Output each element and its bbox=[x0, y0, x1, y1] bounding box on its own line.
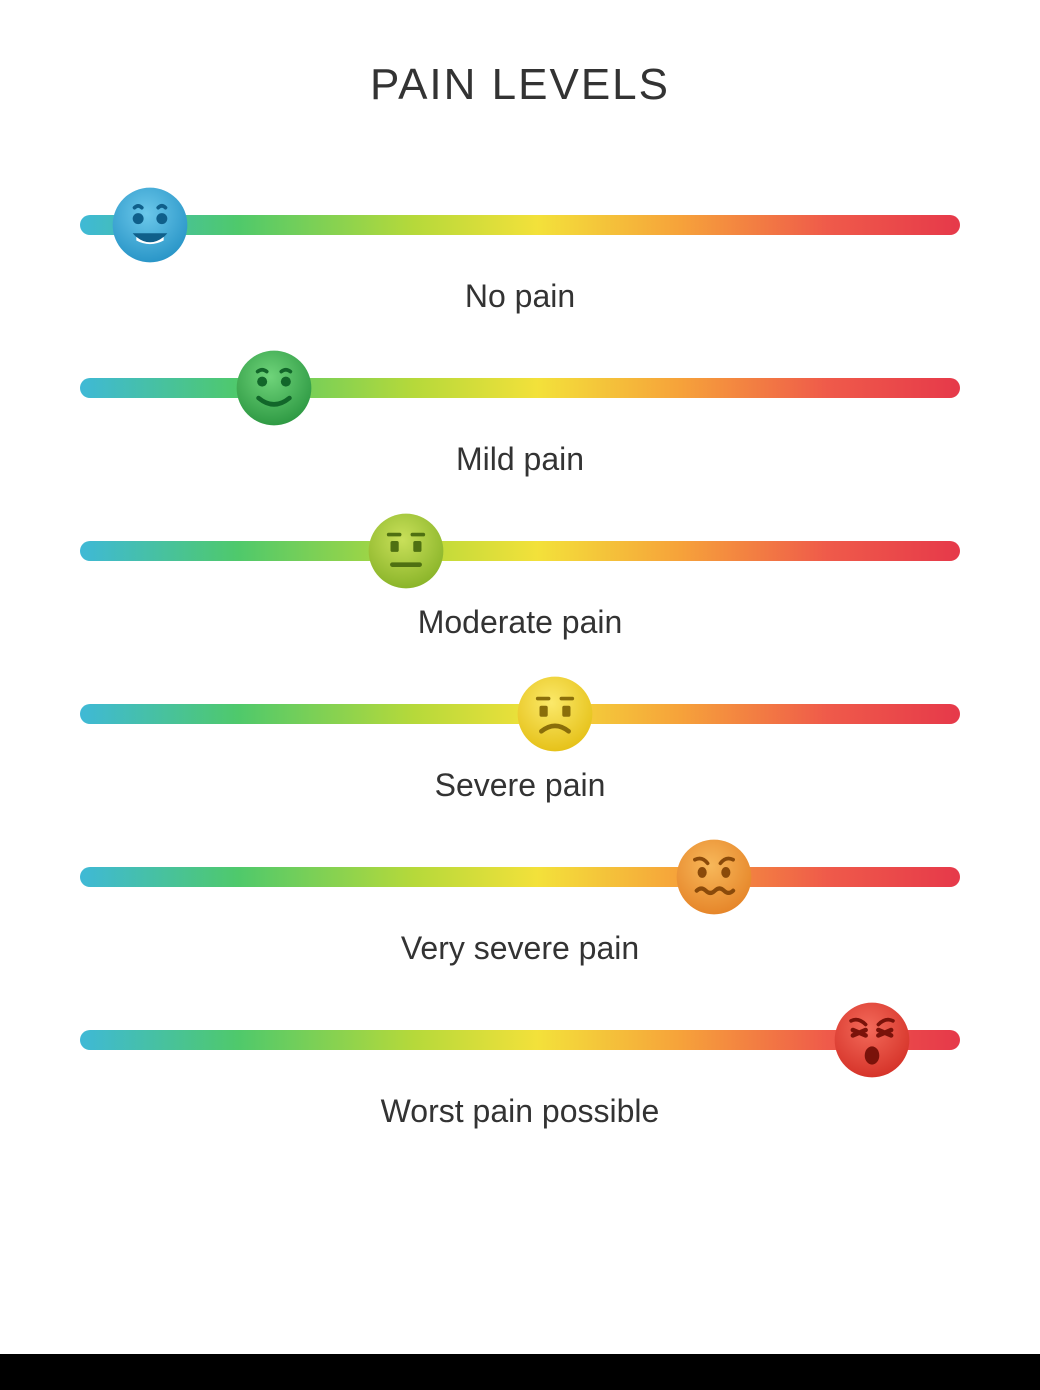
face-worried-icon[interactable] bbox=[673, 836, 755, 918]
level-label: Very severe pain bbox=[80, 930, 960, 967]
pain-slider[interactable] bbox=[80, 669, 960, 759]
face-happy-icon[interactable] bbox=[109, 184, 191, 266]
level-row: Very severe pain bbox=[80, 832, 960, 967]
gradient-bar bbox=[80, 541, 960, 561]
face-neutral-icon[interactable] bbox=[365, 510, 447, 592]
pain-slider[interactable] bbox=[80, 506, 960, 596]
footer-bar bbox=[0, 1354, 1040, 1390]
level-label: No pain bbox=[80, 278, 960, 315]
gradient-bar bbox=[80, 1030, 960, 1050]
level-label: Mild pain bbox=[80, 441, 960, 478]
level-row: Mild pain bbox=[80, 343, 960, 478]
gradient-bar bbox=[80, 215, 960, 235]
level-label: Severe pain bbox=[80, 767, 960, 804]
level-label: Moderate pain bbox=[80, 604, 960, 641]
level-label: Worst pain possible bbox=[80, 1093, 960, 1130]
face-frown-icon[interactable] bbox=[514, 673, 596, 755]
level-row: Worst pain possible bbox=[80, 995, 960, 1130]
face-agony-icon[interactable] bbox=[831, 999, 913, 1081]
gradient-bar bbox=[80, 867, 960, 887]
level-row: No pain bbox=[80, 180, 960, 315]
level-row: Severe pain bbox=[80, 669, 960, 804]
face-smile-icon[interactable] bbox=[233, 347, 315, 429]
gradient-bar bbox=[80, 378, 960, 398]
pain-slider[interactable] bbox=[80, 995, 960, 1085]
page-title: PAIN LEVELS bbox=[80, 60, 960, 110]
pain-slider[interactable] bbox=[80, 832, 960, 922]
pain-slider[interactable] bbox=[80, 343, 960, 433]
level-row: Moderate pain bbox=[80, 506, 960, 641]
pain-slider[interactable] bbox=[80, 180, 960, 270]
